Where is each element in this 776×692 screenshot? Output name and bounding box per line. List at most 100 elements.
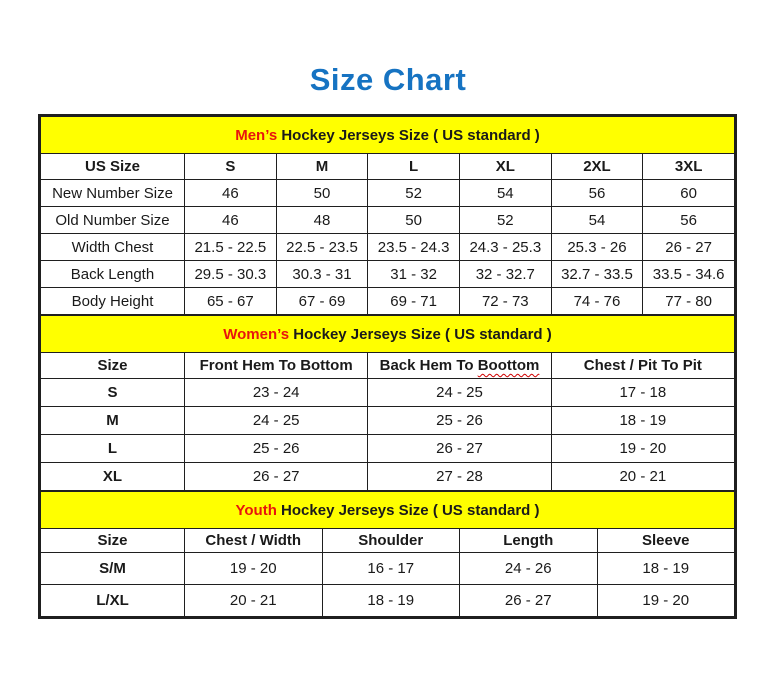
size-value-cell: 18 - 19 [321, 584, 460, 617]
table-row: Old Number Size 46 48 50 52 54 56 [40, 206, 735, 234]
size-value-cell: 30.3 - 31 [275, 260, 369, 288]
column-header: Chest / Pit To Pit [550, 352, 736, 379]
size-value-cell: 52 [458, 206, 552, 234]
table-row: S 23 - 24 24 - 25 17 - 18 [40, 378, 736, 407]
size-value-cell: 26 - 27 [183, 462, 369, 491]
size-value-cell: 25 - 26 [183, 434, 369, 463]
mens-band-highlight: Men’s [235, 126, 278, 144]
size-value-cell: 26 - 27 [459, 584, 598, 617]
womens-band-text: Hockey Jerseys Size ( US standard ) [289, 325, 552, 343]
size-value-cell: 25.3 - 26 [550, 233, 644, 261]
size-value-cell: 23 - 24 [183, 378, 369, 407]
column-header: Front Hem To Bottom [183, 352, 369, 379]
mens-header-row: US Size S M L XL 2XL 3XL [40, 153, 735, 180]
size-value-cell: 24 - 25 [367, 378, 552, 407]
column-header: Chest / Width [184, 528, 323, 553]
size-value-cell: 77 - 80 [642, 287, 735, 315]
column-header: US Size [40, 153, 185, 180]
size-value-cell: 23.5 - 24.3 [367, 233, 460, 261]
size-chart-table: Men’s Hockey Jerseys Size ( US standard … [38, 114, 737, 619]
size-value-cell: 46 [184, 206, 277, 234]
row-label: Back Length [40, 260, 185, 288]
size-value-cell: 56 [550, 179, 644, 207]
size-value-cell: 69 - 71 [367, 287, 460, 315]
mens-band-text: Hockey Jerseys Size ( US standard ) [277, 126, 540, 144]
size-value-cell: 26 - 27 [642, 233, 735, 261]
size-value-cell: 56 [642, 206, 735, 234]
table-row: S/M 19 - 20 16 - 17 24 - 26 18 - 19 [40, 552, 735, 585]
column-header: Sleeve [596, 528, 735, 553]
table-row: Back Length 29.5 - 30.3 30.3 - 31 31 - 32 32… [40, 260, 735, 288]
size-value-cell: 19 - 20 [184, 552, 323, 585]
size-value-cell: 72 - 73 [458, 287, 552, 315]
mens-band-row: Men’s Hockey Jerseys Size ( US standard … [40, 116, 735, 154]
youth-header-row: Size Chest / Width Shoulder Length Sleeve [40, 528, 735, 553]
table-row: New Number Size 46 50 52 54 56 60 [40, 179, 735, 207]
column-header: XL [458, 153, 552, 180]
row-label: L [40, 434, 185, 463]
size-value-cell: 24 - 26 [459, 552, 598, 585]
mens-size-table: Men’s Hockey Jerseys Size ( US standard … [40, 116, 735, 315]
column-header: Back Hem To Boottom [367, 352, 552, 379]
table-row: L/XL 20 - 21 18 - 19 26 - 27 19 - 20 [40, 584, 735, 617]
page-title: Size Chart [309, 62, 467, 97]
womens-band-row: Women’s Hockey Jerseys Size ( US standar… [40, 315, 735, 353]
row-label: M [40, 406, 185, 435]
size-value-cell: 32 - 32.7 [458, 260, 552, 288]
row-label: XL [40, 462, 185, 491]
size-value-cell: 60 [642, 179, 735, 207]
size-value-cell: 19 - 20 [550, 434, 736, 463]
size-value-cell: 18 - 19 [596, 552, 735, 585]
size-value-cell: 46 [184, 179, 277, 207]
size-value-cell: 17 - 18 [550, 378, 736, 407]
column-header: M [275, 153, 369, 180]
size-value-cell: 54 [458, 179, 552, 207]
size-value-cell: 16 - 17 [321, 552, 460, 585]
womens-header-row: Size Front Hem To Bottom Back Hem To Boott… [40, 352, 736, 379]
youth-band-highlight: Youth [235, 501, 277, 519]
size-value-cell: 22.5 - 23.5 [275, 233, 369, 261]
size-value-cell: 20 - 21 [550, 462, 736, 491]
youth-section-band: Youth Hockey Jerseys Size ( US standard … [40, 491, 735, 529]
size-value-cell: 27 - 28 [367, 462, 552, 491]
size-value-cell: 21.5 - 22.5 [184, 233, 277, 261]
table-row: Body Height 65 - 67 67 - 69 69 - 71 72 - 73 7… [40, 287, 735, 315]
size-value-cell: 24.3 - 25.3 [458, 233, 552, 261]
size-value-cell: 50 [367, 206, 460, 234]
size-value-cell: 52 [367, 179, 460, 207]
mens-section-band: Men’s Hockey Jerseys Size ( US standard … [40, 116, 735, 154]
table-row: L 25 - 26 26 - 27 19 - 20 [40, 434, 736, 463]
size-value-cell: 74 - 76 [550, 287, 644, 315]
row-label: Width Chest [40, 233, 185, 261]
column-header: Shoulder [321, 528, 460, 553]
size-value-cell: 31 - 32 [367, 260, 460, 288]
size-value-cell: 18 - 19 [550, 406, 736, 435]
row-label: Body Height [40, 287, 185, 315]
row-label: Old Number Size [40, 206, 185, 234]
column-header: Size [40, 352, 185, 379]
size-value-cell: 29.5 - 30.3 [184, 260, 277, 288]
column-header: L [367, 153, 460, 180]
youth-band-row: Youth Hockey Jerseys Size ( US standard … [40, 491, 735, 529]
column-header: 3XL [642, 153, 735, 180]
row-label: S/M [40, 552, 185, 585]
table-row: M 24 - 25 25 - 26 18 - 19 [40, 406, 736, 435]
row-label: New Number Size [40, 179, 185, 207]
size-value-cell: 54 [550, 206, 644, 234]
size-value-cell: 25 - 26 [367, 406, 552, 435]
row-label: L/XL [40, 584, 185, 617]
table-row: Width Chest 21.5 - 22.5 22.5 - 23.5 23.5 - … [40, 233, 735, 261]
womens-band-highlight: Women’s [223, 325, 290, 343]
size-value-cell: 32.7 - 33.5 [550, 260, 644, 288]
size-value-cell: 67 - 69 [275, 287, 369, 315]
misspelled-word-squiggle: Boottom [477, 357, 540, 374]
row-label: S [40, 378, 185, 407]
size-value-cell: 20 - 21 [184, 584, 323, 617]
size-value-cell: 48 [275, 206, 369, 234]
column-header: S [184, 153, 277, 180]
size-value-cell: 26 - 27 [367, 434, 552, 463]
column-header: Length [459, 528, 598, 553]
womens-section-band: Women’s Hockey Jerseys Size ( US standar… [40, 315, 735, 353]
column-header: Size [40, 528, 185, 553]
